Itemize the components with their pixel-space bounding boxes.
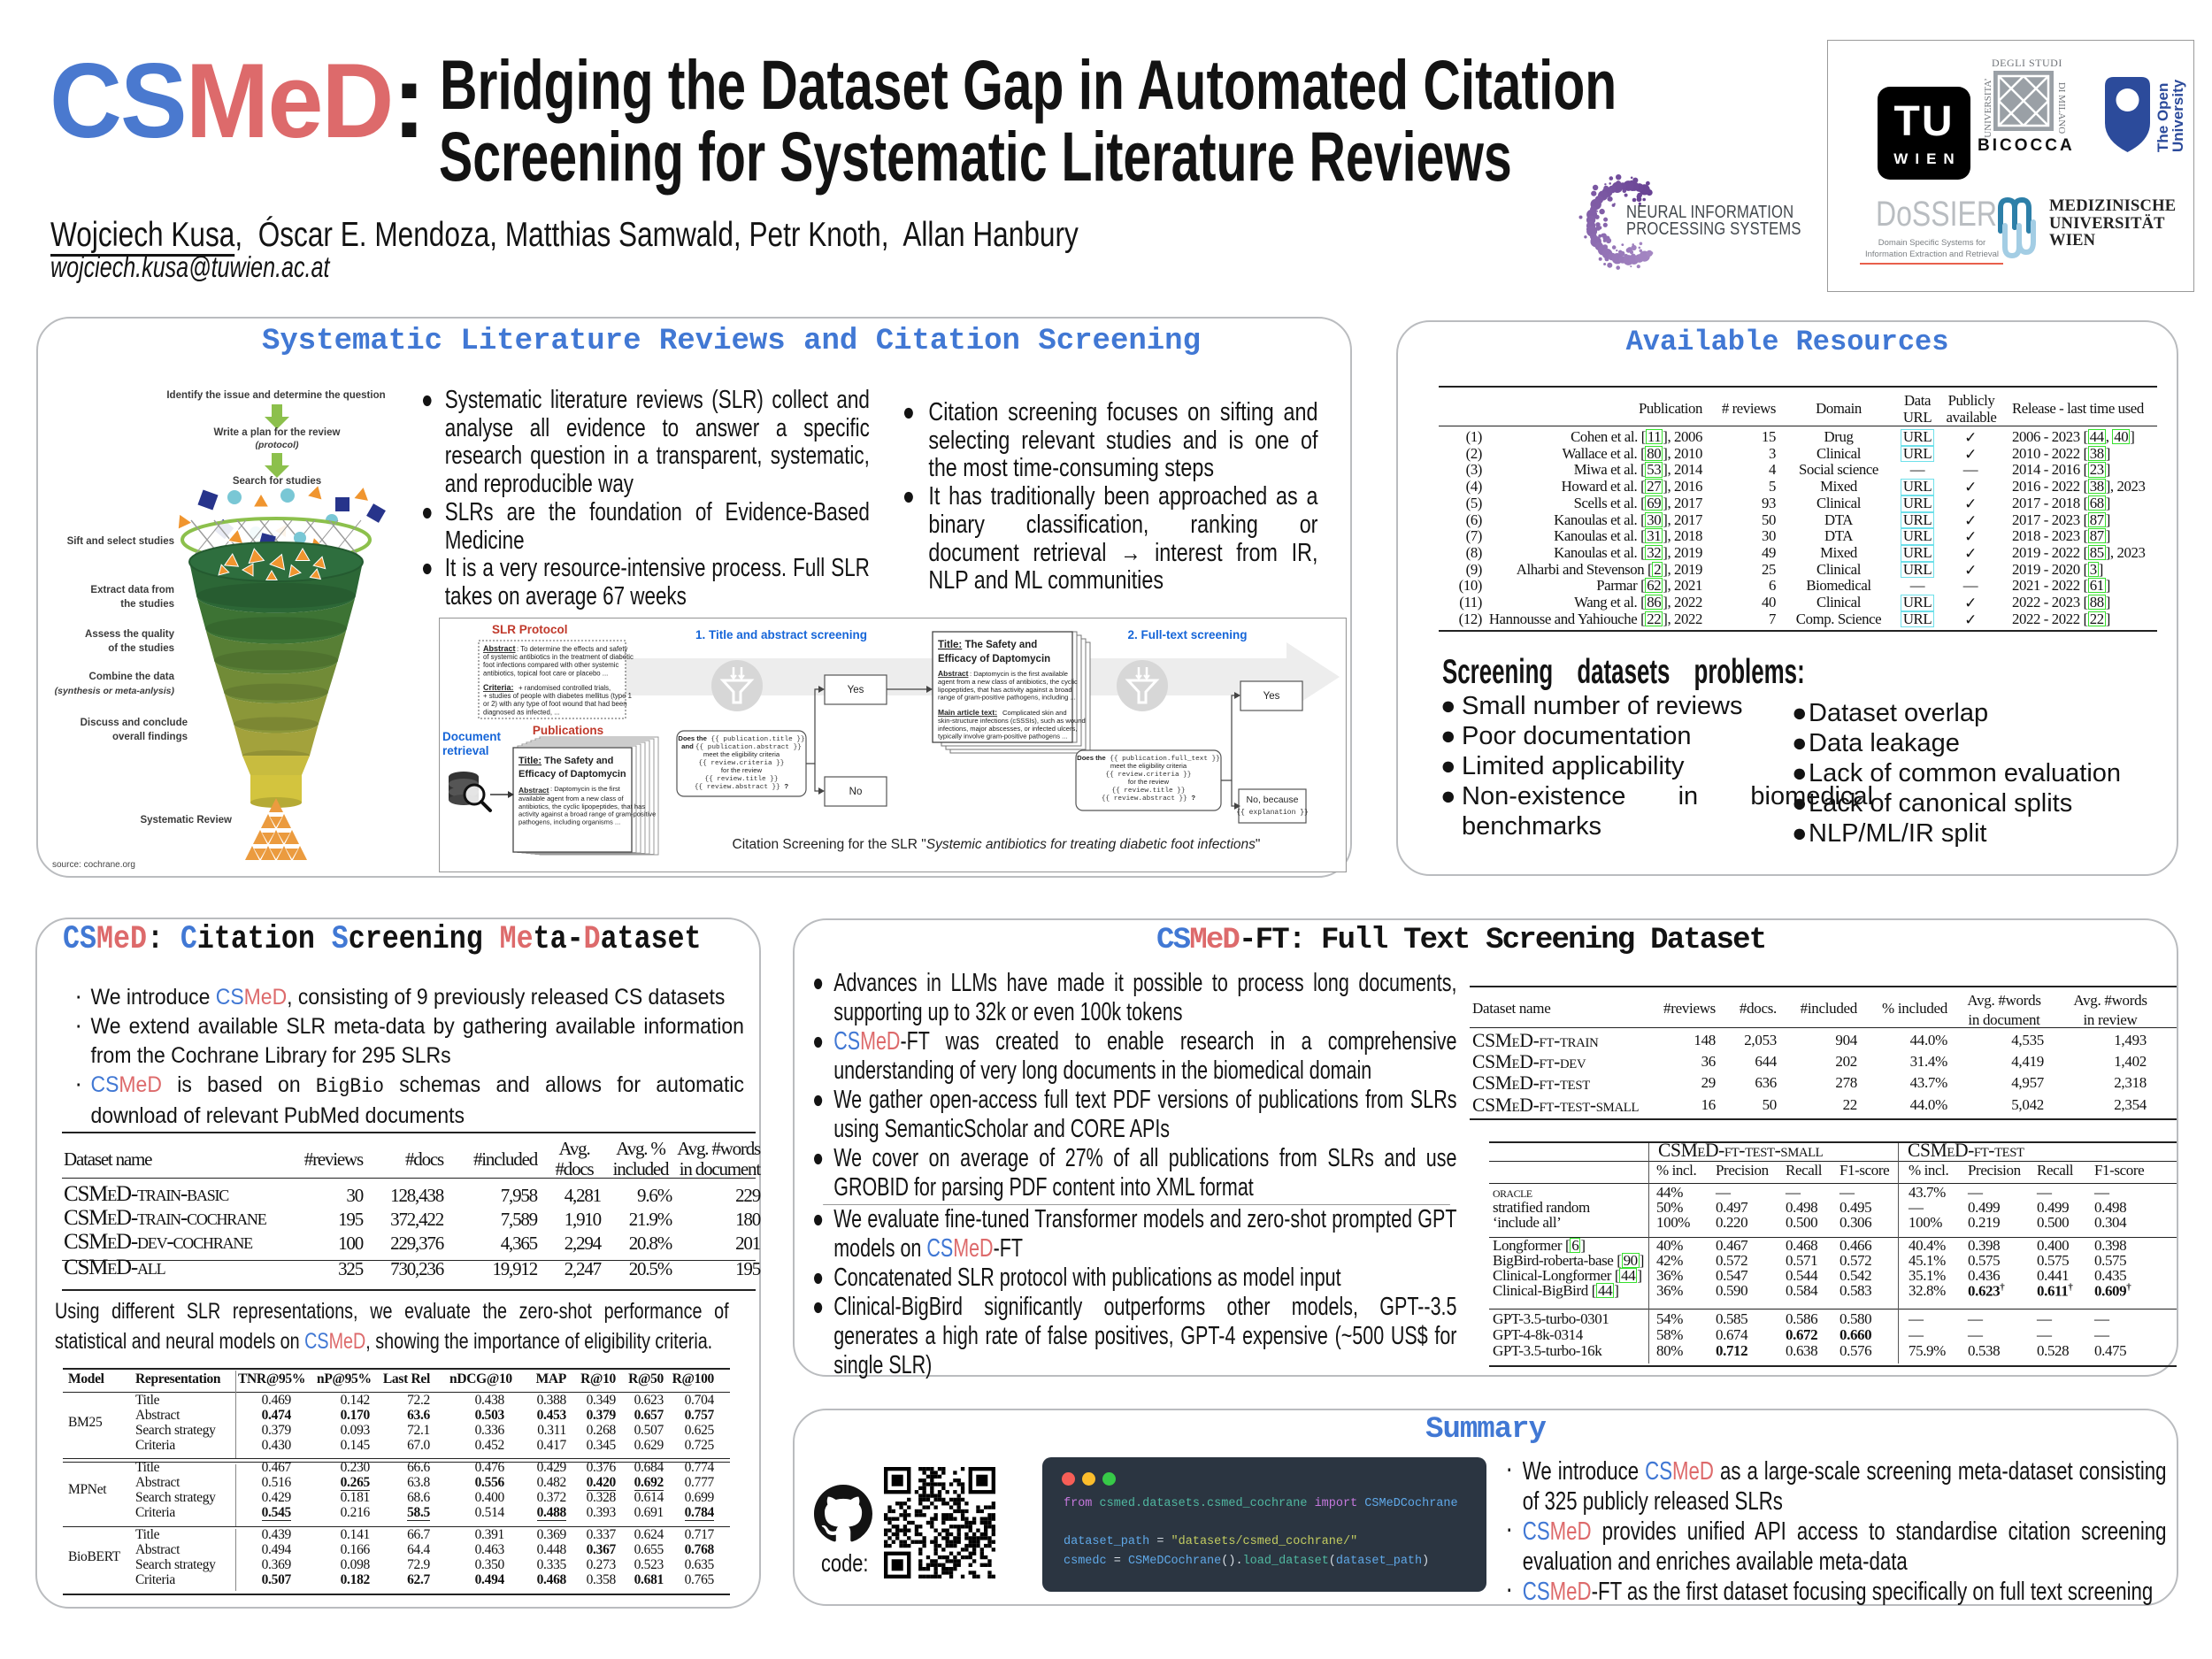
- svg-text:Main article text:: Main article text:: [938, 708, 997, 717]
- svg-text:+ studies of people with diabe: + studies of people with diabetes mellit…: [483, 692, 632, 700]
- svg-text:meet the eligibility criteria: meet the eligibility criteria: [703, 750, 780, 758]
- svg-text:Discuss and conclude: Discuss and conclude: [81, 718, 188, 728]
- svg-text:(synthesis or meta-anlysis): (synthesis or meta-anlysis): [55, 686, 175, 696]
- svg-text:Abstract: Abstract: [483, 644, 516, 653]
- svg-text:Combine the data: Combine the data: [89, 672, 175, 682]
- svg-text:: Daptomycin is the first avai: : Daptomycin is the first available: [970, 670, 1068, 678]
- svg-text:Abstract: Abstract: [518, 786, 549, 795]
- svg-text:and {{ publication.abstract }}: and {{ publication.abstract }}: [681, 742, 802, 751]
- svg-text:retrieval: retrieval: [442, 744, 489, 757]
- svg-text:Does the {{ publication.full_t: Does the {{ publication.full_text }}: [1077, 754, 1220, 763]
- svg-text:lipopeptides, that has activit: lipopeptides, that has activity against …: [938, 686, 1072, 694]
- svg-text:agent from a new class of anti: agent from a new class of antibiotics, t…: [938, 678, 1078, 686]
- svg-text:pathogens, including organisms: pathogens, including organisms ...: [518, 818, 620, 826]
- svg-text:foot infections compared with: foot infections compared with other syst…: [483, 661, 619, 669]
- svg-text:Title: The Safety and: Title: The Safety and: [938, 640, 1037, 650]
- svg-text:1. Title and abstract screenin: 1. Title and abstract screening: [695, 628, 867, 641]
- svg-text:Assess the quality: Assess the quality: [85, 629, 175, 640]
- svg-text:antibiotics, topical foot care: antibiotics, topical foot care or placeb…: [483, 669, 608, 677]
- svg-text:: To determine the effects and: : To determine the effects and safety: [517, 645, 628, 653]
- svg-text:Sift and select studies: Sift and select studies: [67, 536, 174, 547]
- svg-text:Title: The Safety and: Title: The Safety and: [518, 756, 613, 766]
- svg-text:Complicated skin and: Complicated skin and: [1002, 709, 1067, 717]
- svg-text:Efficacy of Daptomycin: Efficacy of Daptomycin: [938, 654, 1050, 664]
- svg-text:Citation Screening for the SLR: Citation Screening for the SLR "Systemic…: [733, 837, 1261, 852]
- svg-text:No, because: No, because: [1247, 795, 1299, 805]
- svg-text:{{ review.title }}: {{ review.title }}: [1111, 787, 1185, 795]
- svg-text:Efficacy of Daptomycin: Efficacy of Daptomycin: [518, 769, 626, 780]
- svg-text:available agent from a new cla: available agent from a new class of: [518, 795, 625, 803]
- svg-text:Publications: Publications: [533, 724, 603, 737]
- svg-text:Yes: Yes: [1263, 691, 1280, 702]
- svg-text:{{ review.title }}: {{ review.title }}: [704, 776, 778, 783]
- svg-text:source: cochrane.org: source: cochrane.org: [52, 860, 135, 870]
- svg-text:meet the eligibility criteria: meet the eligibility criteria: [1110, 762, 1187, 770]
- svg-text:overall findings: overall findings: [112, 732, 188, 742]
- svg-text:typically involve gram-positiv: typically involve gram-positive pathogen…: [938, 733, 1067, 741]
- svg-text:Does the {{ publication.title: Does the {{ publication.title }}: [678, 734, 804, 743]
- svg-text:Systematic Review: Systematic Review: [140, 815, 232, 826]
- svg-text:{{ explanation }}: {{ explanation }}: [1236, 809, 1309, 817]
- svg-text:No: No: [849, 787, 863, 797]
- svg-text:{{ review.criteria }}: {{ review.criteria }}: [1106, 772, 1192, 779]
- svg-text:Search for studies: Search for studies: [233, 476, 321, 487]
- svg-text:range of gram-positive pathoge: range of gram-positive pathogens, includ…: [938, 694, 1076, 702]
- svg-text:Document: Document: [442, 730, 502, 743]
- svg-text:or 2) with any type of foot wo: or 2) with any type of foot wound that h…: [483, 700, 627, 708]
- svg-text:for the review: for the review: [721, 766, 763, 774]
- svg-text:{{ review.abstract }} ?: {{ review.abstract }} ?: [695, 782, 789, 791]
- svg-text:diagnosed as infected, ...: diagnosed as infected, ...: [483, 708, 560, 716]
- svg-text:SLR Protocol: SLR Protocol: [492, 623, 568, 636]
- svg-text:the studies: the studies: [120, 599, 174, 610]
- svg-text:(protocol): (protocol): [256, 440, 299, 450]
- svg-text:for the review: for the review: [1128, 778, 1170, 786]
- svg-text:Abstract: Abstract: [938, 669, 969, 678]
- svg-text:{{ review.criteria }}: {{ review.criteria }}: [699, 760, 785, 767]
- svg-text:Criteria:: Criteria:: [483, 683, 514, 692]
- svg-text:skin-structure infections (cSS: skin-structure infections (cSSSIs), such…: [938, 717, 1086, 725]
- svg-text:activity against a broad range: activity against a broad range of gram-p…: [518, 810, 656, 818]
- svg-text:Yes: Yes: [848, 685, 864, 695]
- svg-text:of the studies: of the studies: [108, 643, 174, 654]
- svg-text:Write a plan for the review: Write a plan for the review: [214, 427, 341, 438]
- svg-text:of systemic antibiotics in the: of systemic antibiotics in the treatment…: [483, 653, 634, 661]
- svg-text:antibiotics, the cyclic lipope: antibiotics, the cyclic lipopeptides, th…: [518, 803, 645, 810]
- svg-text:Identify the issue and determi: Identify the issue and determine the que…: [166, 390, 385, 401]
- svg-text:: Daptomycin is the first: : Daptomycin is the first: [550, 785, 621, 793]
- svg-text:2. Full-text screening: 2. Full-text screening: [1127, 628, 1247, 641]
- svg-text:+ randomised controlled trials: + randomised controlled trials,: [518, 684, 611, 692]
- svg-text:Extract data from: Extract data from: [90, 585, 174, 595]
- svg-text:{{ review.abstract }} ?: {{ review.abstract }} ?: [1102, 794, 1196, 803]
- svg-text:infections, major abscesses, o: infections, major abscesses, or infected…: [938, 725, 1077, 733]
